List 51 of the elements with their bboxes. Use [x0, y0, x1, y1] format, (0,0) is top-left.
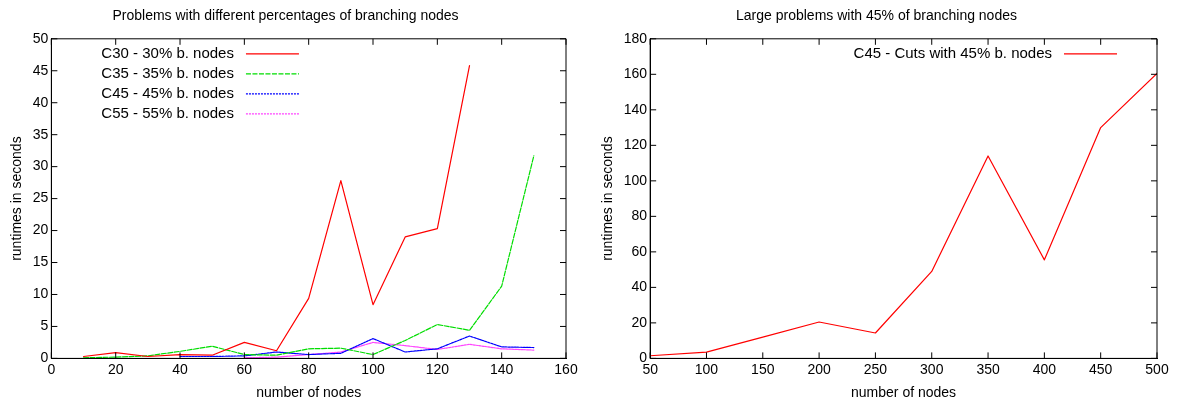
x-tick-label: 60	[236, 360, 253, 377]
line-series	[179, 335, 535, 358]
x-tick-label: 160	[554, 360, 578, 377]
y-axis-title: runtimes in seconds	[8, 136, 25, 261]
y-tick-label: 25	[32, 189, 49, 206]
y-tick-label: 50	[32, 29, 49, 46]
y-tick-label: 40	[32, 93, 49, 110]
y-tick-label: 20	[32, 221, 49, 238]
x-tick-label: 350	[976, 360, 1000, 377]
y-tick-label: 35	[32, 125, 49, 142]
x-tick-label: 140	[489, 360, 514, 377]
y-tick-label: 10	[32, 285, 49, 302]
y-tick-label: 5	[40, 317, 49, 334]
legend-label: C30 - 30% b. nodes	[101, 43, 234, 61]
x-tick-label: 300	[920, 360, 944, 377]
line-series	[243, 341, 535, 359]
y-tick-label: 20	[631, 313, 648, 330]
legend-label: C55 - 55% b. nodes	[101, 103, 234, 121]
legend-label: C35 - 35% b. nodes	[101, 63, 234, 81]
y-tick-label: 100	[623, 171, 648, 188]
legend-label: C45 - Cuts with 45% b. nodes	[853, 43, 1052, 61]
x-tick-label: 100	[694, 360, 719, 377]
x-tick-label: 200	[807, 360, 831, 377]
x-axis-title: number of nodes	[256, 384, 362, 401]
y-tick-label: 30	[32, 157, 49, 174]
x-tick-label: 150	[751, 360, 775, 377]
y-tick-label: 60	[631, 242, 648, 259]
y-tick-label: 80	[631, 207, 648, 224]
y-tick-label: 0	[40, 349, 49, 366]
x-tick-label: 20	[107, 360, 124, 377]
x-tick-label: 100	[361, 360, 385, 377]
chart-title: Problems with different percentages of branching nodes	[112, 7, 459, 24]
x-tick-label: 500	[1145, 360, 1169, 377]
y-tick-label: 120	[623, 136, 648, 153]
y-tick-label: 45	[32, 61, 49, 78]
line-series	[82, 155, 535, 359]
x-tick-label: 450	[1089, 360, 1113, 377]
y-tick-label: 160	[623, 65, 648, 82]
x-tick-label: 40	[172, 360, 189, 377]
x-tick-label: 400	[1032, 360, 1057, 377]
y-tick-label: 140	[623, 100, 648, 117]
x-tick-label: 250	[863, 360, 888, 377]
x-axis-title: number of nodes	[851, 384, 957, 401]
chart-title: Large problems with 45% of branching nodes	[736, 7, 1017, 24]
y-tick-label: 180	[623, 29, 648, 46]
x-tick-label: 120	[425, 360, 450, 377]
legend-label: C45 - 45% b. nodes	[101, 83, 234, 101]
x-tick-label: 80	[300, 360, 317, 377]
y-tick-label: 40	[631, 278, 648, 295]
y-axis-title: runtimes in seconds	[599, 136, 616, 261]
y-tick-label: 15	[32, 253, 49, 270]
